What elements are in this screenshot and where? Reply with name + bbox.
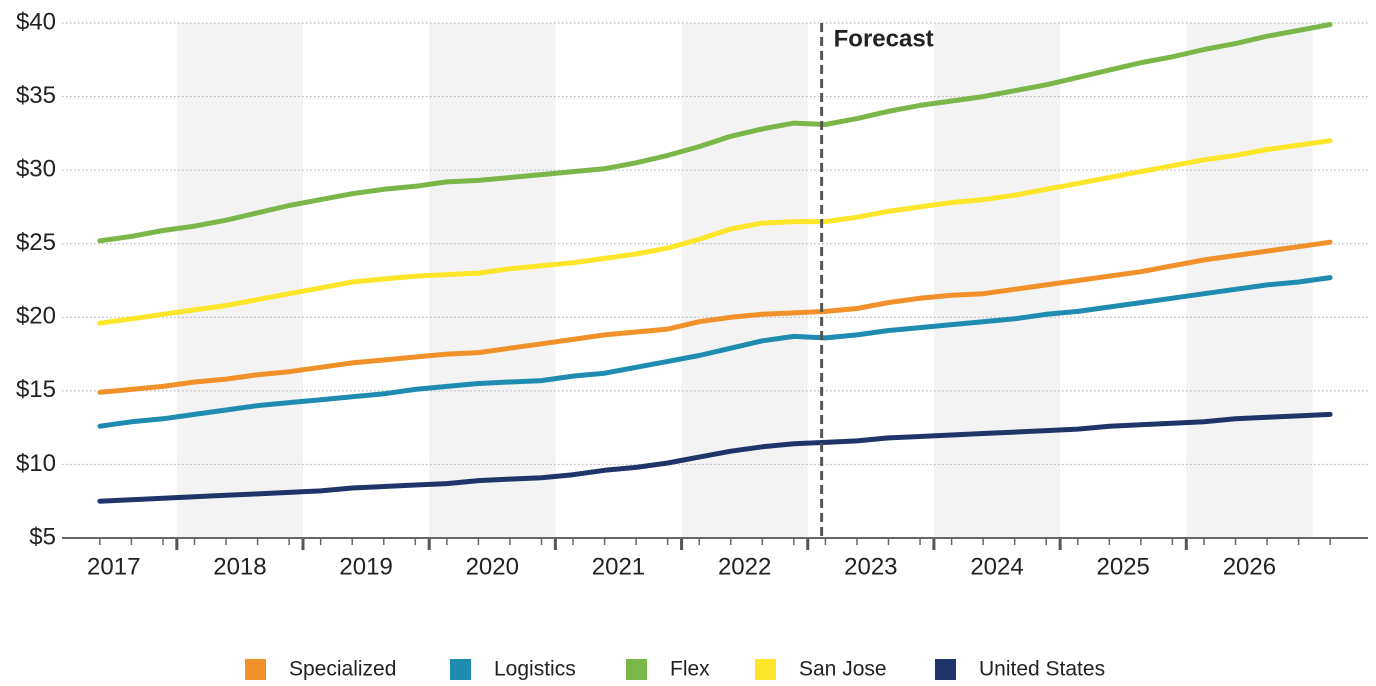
- year-bands: [176, 23, 1313, 538]
- series-line: [97, 275, 1333, 429]
- legend-item: Flex: [626, 658, 710, 681]
- year-band: [933, 23, 1061, 538]
- legend-swatch: [245, 659, 266, 680]
- x-tick-label: 2024: [970, 553, 1023, 580]
- x-tick-label: 2019: [339, 553, 392, 580]
- legend-label: Logistics: [494, 658, 576, 681]
- y-tick-label: $30: [16, 155, 56, 182]
- legend-label: Flex: [670, 658, 710, 681]
- y-tick-label: $20: [16, 303, 56, 330]
- legend-item: Specialized: [245, 658, 396, 681]
- x-tick-label: 2020: [466, 553, 519, 580]
- series-line: [97, 411, 1333, 504]
- legend: Specialized Logistics Flex San Jose United S…: [245, 658, 1105, 681]
- axes: $5 $10 $15 $20 $25 $30 $35 $40 2017 2018 2019 2020 2…: [16, 8, 1368, 580]
- forecast-label: Forecast: [834, 25, 934, 52]
- year-band: [429, 23, 556, 538]
- y-tick-label: $40: [16, 8, 56, 35]
- x-tick-label: 2023: [844, 553, 897, 580]
- x-tick-label: 2021: [592, 553, 645, 580]
- legend-label: San Jose: [799, 658, 887, 681]
- legend-item: Logistics: [450, 658, 576, 681]
- legend-swatch: [626, 659, 647, 680]
- x-tick-label: 2017: [87, 553, 140, 580]
- legend-item: United States: [935, 658, 1105, 681]
- y-tick-label: $10: [16, 450, 56, 477]
- legend-swatch: [935, 659, 956, 680]
- x-tick-label: 2025: [1097, 553, 1150, 580]
- x-tick-label: 2018: [213, 553, 266, 580]
- series-line: [97, 138, 1333, 326]
- legend-label: Specialized: [289, 658, 396, 681]
- legend-swatch: [755, 659, 776, 680]
- legend-item: San Jose: [755, 658, 887, 681]
- legend-swatch: [450, 659, 471, 680]
- legend-label: United States: [979, 658, 1105, 681]
- plot-lines: Forecast: [97, 22, 1333, 538]
- series-line: [97, 239, 1333, 395]
- year-band: [176, 23, 304, 538]
- x-tick-label: 2026: [1223, 553, 1276, 580]
- y-tick-label: $15: [16, 376, 56, 403]
- x-tick-label: 2022: [718, 553, 771, 580]
- y-tick-label: $25: [16, 229, 56, 256]
- y-tick-label: $35: [16, 82, 56, 109]
- series-line: [97, 22, 1333, 244]
- year-band: [681, 23, 808, 538]
- y-tick-label: $5: [29, 523, 56, 550]
